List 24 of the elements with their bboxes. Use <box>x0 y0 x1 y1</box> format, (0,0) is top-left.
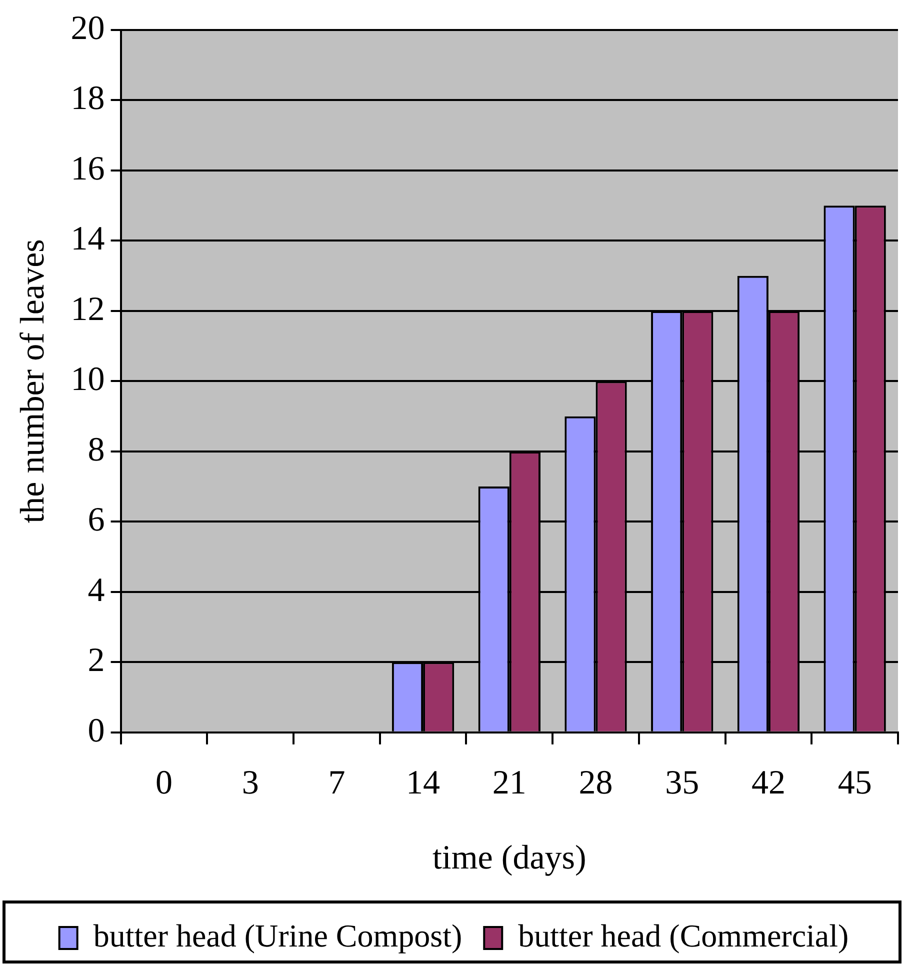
x-tick-label: 45 <box>838 764 872 802</box>
y-tick-label: 0 <box>88 712 105 750</box>
x-tick-label: 7 <box>328 764 346 802</box>
y-tick-label: 6 <box>88 502 105 539</box>
y-tick-label: 14 <box>70 220 105 258</box>
y-tick-label: 16 <box>70 150 105 188</box>
legend-label: butter head (Commercial) <box>518 917 849 954</box>
y-tick-label: 18 <box>70 80 105 118</box>
y-tick-label: 10 <box>70 361 105 398</box>
x-tick-label: 14 <box>406 764 440 802</box>
x-tick-label: 42 <box>751 764 786 802</box>
x-tick-label: 28 <box>578 764 613 802</box>
y-tick-label: 20 <box>70 10 105 47</box>
y-axis-title: the number of leaves <box>14 239 52 524</box>
x-axis-title: time (days) <box>432 840 586 877</box>
x-tick-label: 35 <box>665 764 700 802</box>
y-tick-label: 12 <box>70 290 105 328</box>
x-tick-label: 21 <box>492 764 526 802</box>
y-tick-label: 8 <box>88 431 105 468</box>
x-tick-label: 3 <box>242 764 259 802</box>
y-tick-label: 4 <box>88 572 105 609</box>
legend-label: butter head (Urine Compost) <box>93 917 462 954</box>
y-tick-label: 2 <box>88 642 105 680</box>
x-tick-label: 0 <box>155 764 172 802</box>
